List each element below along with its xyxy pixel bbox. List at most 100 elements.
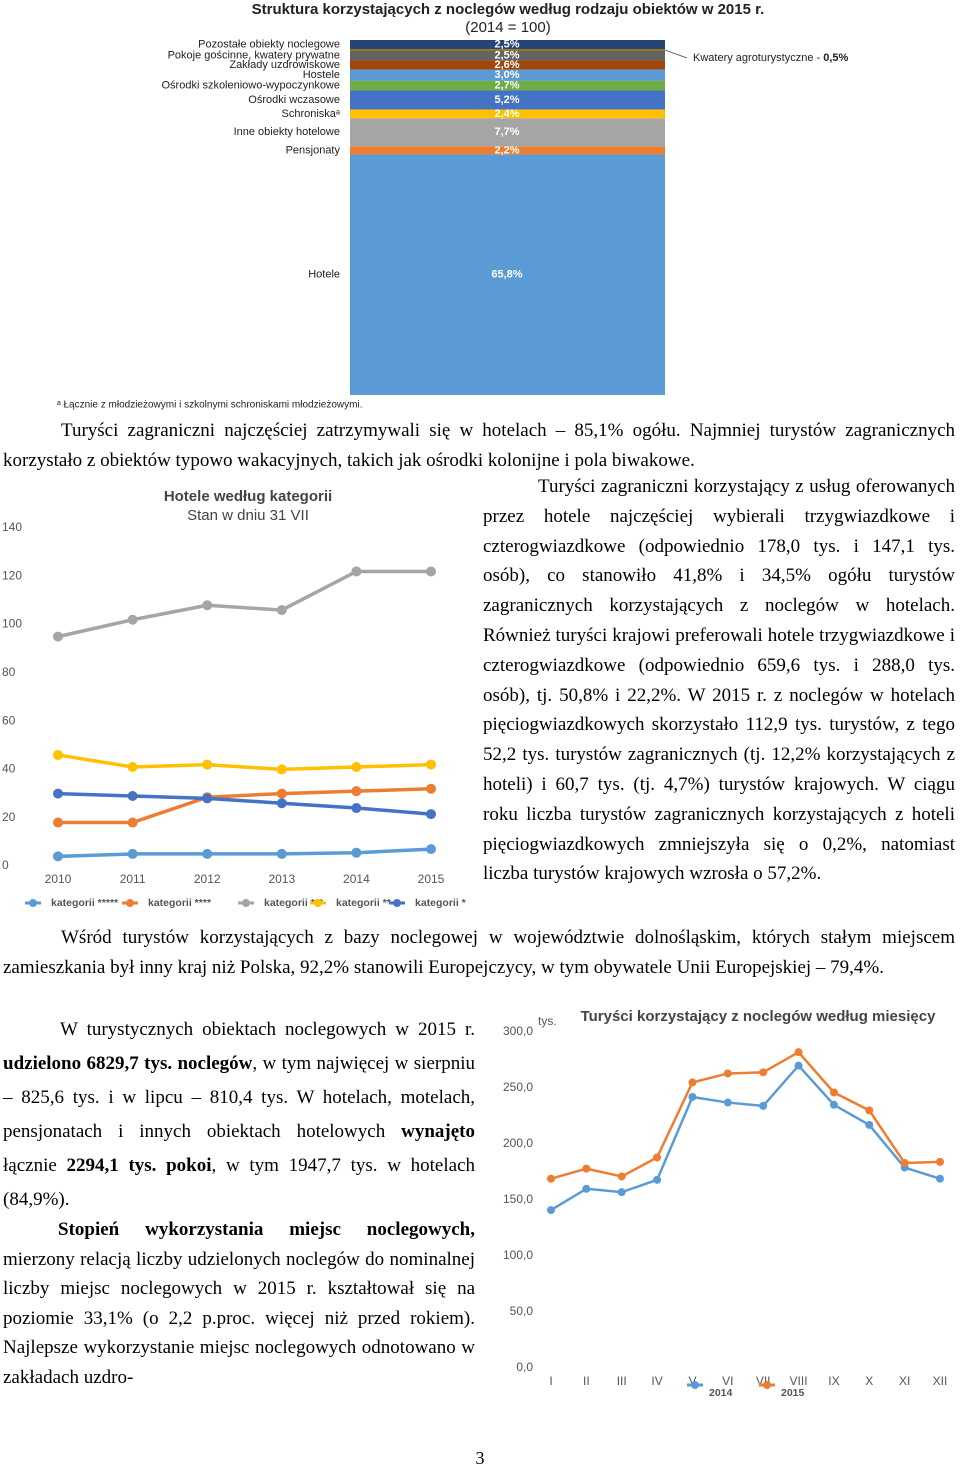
text-run: Wśród turystów korzystających z bazy noc… <box>3 927 955 978</box>
legend-marker <box>29 899 37 907</box>
y-tick-label: 150,0 <box>503 1192 533 1206</box>
y-tick-label: 0,0 <box>516 1360 533 1374</box>
legend-marker <box>126 899 134 907</box>
page-number: 3 <box>475 1448 485 1468</box>
data-point <box>900 1159 909 1168</box>
data-point <box>351 566 362 577</box>
series-line <box>58 786 432 825</box>
legend-label: kategorii * <box>415 897 467 909</box>
data-point <box>202 793 213 804</box>
y-tick-label: 120 <box>2 568 22 582</box>
data-point <box>202 848 213 859</box>
data-point <box>617 1188 626 1197</box>
x-tick-label: 2012 <box>194 872 221 886</box>
value-label: 2,5% <box>494 49 519 61</box>
data-point <box>53 788 63 799</box>
data-point <box>127 817 138 828</box>
value-label: 7,7% <box>494 126 519 138</box>
bold-text: wynajęto <box>401 1121 475 1142</box>
y-tick-label: 20 <box>2 810 16 824</box>
bar-segment <box>350 60 665 70</box>
bar-segment <box>350 80 665 91</box>
data-point <box>127 790 138 801</box>
legend-label: 2015 <box>781 1387 805 1399</box>
text-run: łącznie <box>3 1155 67 1176</box>
chart-subtitle: Stan w dniu 31 VII <box>187 507 309 524</box>
value-label: 2,7% <box>494 79 519 91</box>
data-point <box>829 1088 838 1097</box>
x-tick-label: V <box>688 1374 696 1388</box>
y-tick-label: 100,0 <box>503 1248 533 1262</box>
data-point <box>547 1174 555 1183</box>
text-run: Turyści zagraniczni korzystający z usług… <box>483 476 955 885</box>
x-tick-label: II <box>583 1374 590 1388</box>
y-tick-label: 60 <box>2 713 16 727</box>
legend-label: Pensjonaty <box>286 144 341 156</box>
legend-label: 2014 <box>709 1387 733 1399</box>
data-point <box>202 600 213 611</box>
data-point <box>53 631 63 642</box>
footnote: ᵃ Łącznie z młodzieżowymi i szkolnymi sc… <box>57 400 362 411</box>
y-tick-label: 0 <box>2 858 9 872</box>
x-tick-label: I <box>549 1374 552 1388</box>
paragraph: W turystycznych obiektach noclegowych w … <box>3 1013 475 1217</box>
data-point <box>653 1175 662 1184</box>
data-point <box>426 844 436 855</box>
data-point <box>53 749 63 760</box>
chart-subtitle: (2014 = 100) <box>465 19 550 36</box>
value-label: 65,8% <box>491 269 522 281</box>
data-point <box>127 614 138 625</box>
leader-line <box>664 49 688 59</box>
data-point <box>276 605 287 616</box>
data-point <box>351 762 362 773</box>
data-point <box>759 1101 768 1110</box>
data-point <box>865 1120 874 1129</box>
data-point <box>351 786 362 797</box>
data-point <box>53 851 63 862</box>
data-point <box>723 1098 732 1107</box>
legend-label: kategorii ***** <box>51 897 119 909</box>
data-point <box>351 847 362 858</box>
x-tick-label: XI <box>899 1374 910 1388</box>
data-point <box>936 1174 944 1183</box>
legend-label: kategorii *** <box>264 897 324 909</box>
y-tick-label: 250,0 <box>503 1080 533 1094</box>
legend-label: kategorii ** <box>336 897 392 909</box>
bold-text: udzielono 6829,7 tys. noclegów <box>3 1053 253 1074</box>
y-axis-label: tys. <box>538 1014 557 1028</box>
paragraph: Turyści zagraniczni korzystający z usług… <box>483 472 955 889</box>
chart-title: Hotele według kategorii <box>164 488 332 505</box>
chart-title: Struktura korzystających z noclegów wedł… <box>252 1 765 18</box>
value-label: 5,2% <box>494 94 519 106</box>
data-point <box>794 1061 803 1070</box>
value-label: 0,5% <box>823 52 848 64</box>
value-label: 2,5% <box>494 38 519 50</box>
y-tick-label: 100 <box>2 617 22 631</box>
legend-label: kategorii **** <box>148 897 212 909</box>
data-point <box>829 1100 838 1109</box>
bar-segment <box>350 146 665 155</box>
legend-marker <box>242 899 250 907</box>
series-line <box>550 1063 941 1212</box>
x-tick-label: 2011 <box>120 872 146 886</box>
x-tick-label: 2013 <box>268 872 295 886</box>
legend-label: Pokoje gościnne, kwatery prywatne <box>168 49 340 61</box>
data-point <box>276 764 287 775</box>
legend-marker <box>691 1381 699 1389</box>
data-point <box>426 759 436 770</box>
data-point <box>53 817 63 828</box>
legend-label: Zakłady uzdrowiskowe <box>229 59 340 71</box>
bar-segment <box>350 40 665 50</box>
bar-segment <box>350 69 665 81</box>
y-tick-label: 300,0 <box>503 1024 533 1038</box>
text-run: , w tym najwięcej w sierpniu – 825,6 tys… <box>3 1053 475 1142</box>
text-run: W turystycznych obiektach noclegowych w … <box>60 1019 475 1040</box>
series-line <box>57 569 431 639</box>
chart-title: Turyści korzystający z noclegów według m… <box>581 1008 937 1025</box>
legend-label: Ośrodki szkoleniowo-wypoczynkowe <box>161 79 340 91</box>
data-point <box>617 1172 626 1181</box>
bar-segment <box>350 118 665 147</box>
data-point <box>688 1092 697 1101</box>
